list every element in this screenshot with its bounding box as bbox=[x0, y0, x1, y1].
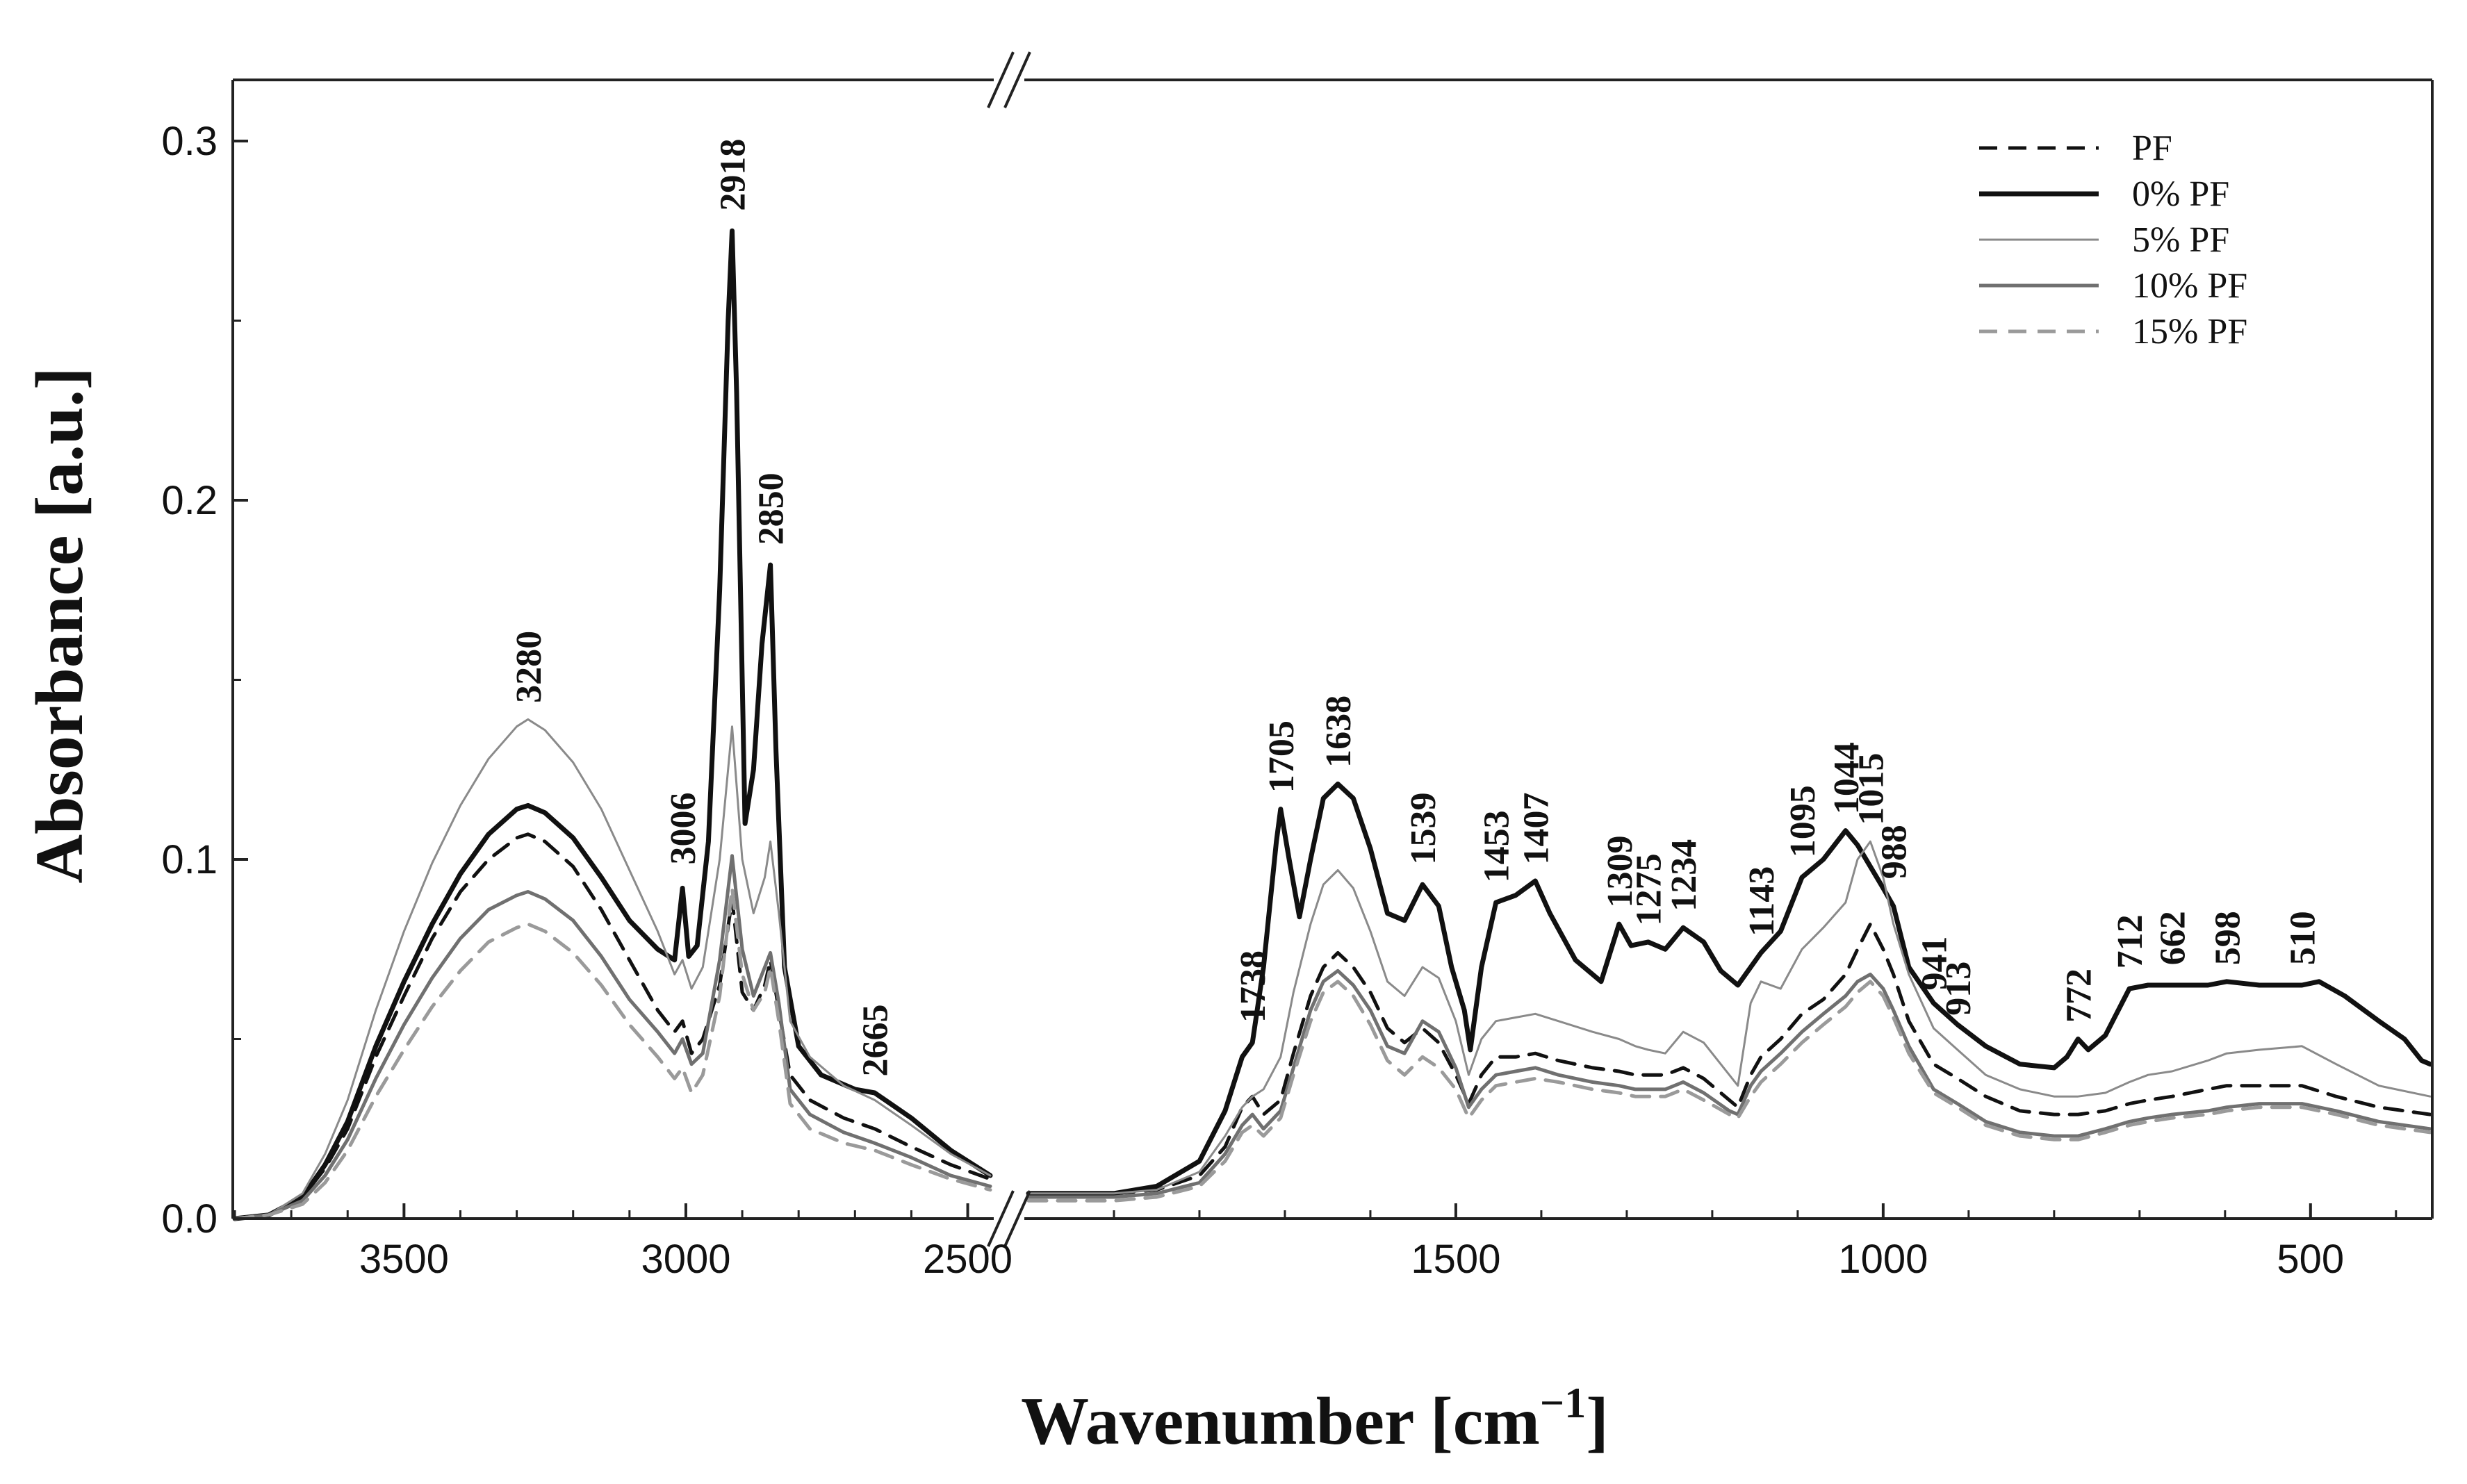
y-axis-title: Absorbance [a.u.] bbox=[22, 367, 97, 883]
peak-label: 1275 bbox=[1630, 853, 1669, 925]
peak-label: 772 bbox=[2059, 968, 2099, 1023]
y-tick-label: 0.3 bbox=[161, 119, 218, 164]
peak-label: 1407 bbox=[1516, 793, 1556, 865]
legend-label: 10% PF bbox=[2132, 266, 2247, 306]
peak-label: 1705 bbox=[1262, 720, 1302, 793]
x-tick-label: 3500 bbox=[359, 1237, 449, 1282]
peak-label: 1234 bbox=[1664, 839, 1704, 912]
peak-label: 1539 bbox=[1404, 793, 1443, 865]
peak-label: 1095 bbox=[1783, 785, 1823, 857]
x-axis-title: Wavenumber [cm−1] bbox=[1021, 1380, 1609, 1459]
legend-label: 0% PF bbox=[2132, 174, 2229, 214]
x-tick-label: 1000 bbox=[1838, 1237, 1928, 1282]
peak-label: 1638 bbox=[1319, 695, 1359, 768]
ftir-chart: 0.0 0.1 0.2 0.3 3500 3000 2500 1500 1000 500 3280… bbox=[0, 0, 2467, 1484]
peak-label: 1453 bbox=[1477, 810, 1517, 882]
y-tick-label: 0.1 bbox=[161, 837, 218, 882]
peak-label: 712 bbox=[2111, 914, 2150, 968]
legend-label: 5% PF bbox=[2132, 220, 2229, 260]
axis-break-gap-top bbox=[994, 59, 1024, 101]
peak-label: 1143 bbox=[1742, 866, 1782, 937]
legend-label: 15% PF bbox=[2132, 312, 2247, 352]
peak-label: 1015 bbox=[1851, 753, 1891, 825]
peak-label: 598 bbox=[2208, 911, 2247, 965]
legend-label: PF bbox=[2132, 129, 2172, 168]
x-tick-label: 1500 bbox=[1411, 1237, 1500, 1282]
x-tick-label: 2500 bbox=[923, 1237, 1013, 1282]
y-tick-label: 0.2 bbox=[161, 478, 218, 523]
peak-label: 3006 bbox=[664, 793, 703, 865]
peak-label: 1738 bbox=[1234, 950, 1273, 1023]
peak-label: 3280 bbox=[509, 631, 549, 703]
x-axis-title-main: Wavenumber [cm bbox=[1021, 1384, 1540, 1459]
x-tick-label: 500 bbox=[2277, 1237, 2344, 1282]
x-axis-title-superscript: −1 bbox=[1540, 1380, 1586, 1427]
peak-label: 913 bbox=[1939, 962, 1978, 1016]
peak-label: 2850 bbox=[752, 472, 792, 545]
peak-label: 988 bbox=[1875, 825, 1915, 879]
x-tick-label: 3000 bbox=[641, 1237, 730, 1282]
chart-svg: 0.0 0.1 0.2 0.3 3500 3000 2500 1500 1000 500 3280… bbox=[0, 0, 2467, 1484]
axis-break-gap-bottom bbox=[994, 1198, 1024, 1239]
peak-label: 510 bbox=[2284, 911, 2323, 965]
peak-label: 2918 bbox=[714, 139, 753, 211]
y-tick-label: 0.0 bbox=[161, 1196, 218, 1242]
x-axis-title-close: ] bbox=[1586, 1384, 1609, 1459]
peak-label: 2665 bbox=[856, 1005, 896, 1077]
peak-label: 662 bbox=[2154, 911, 2193, 965]
